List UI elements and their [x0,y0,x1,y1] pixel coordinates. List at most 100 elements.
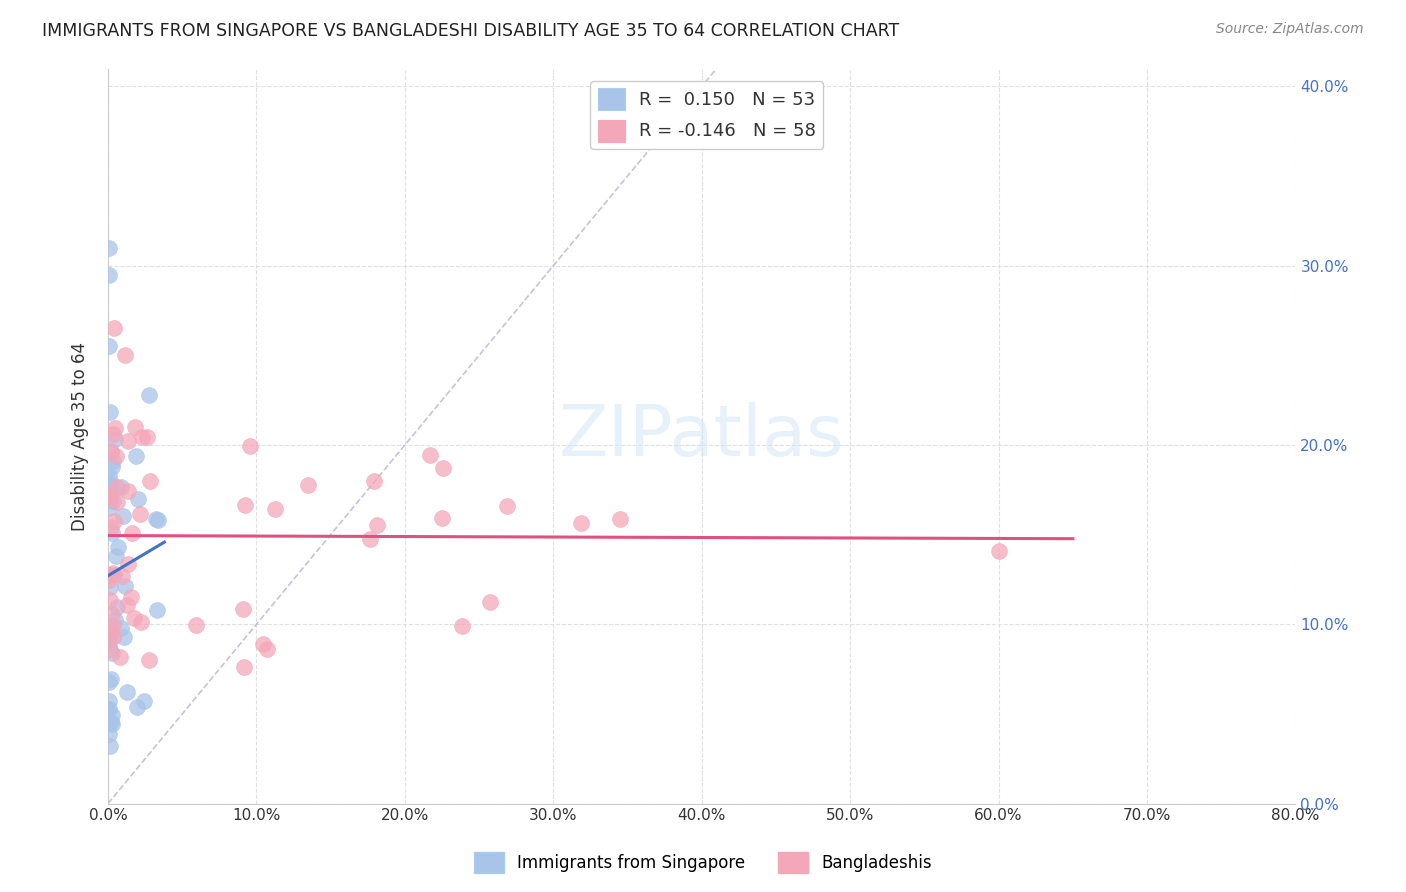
Point [98,492,121,507]
Point [97,573,120,587]
Point [127,492,149,507]
Point [98,241,121,255]
Point [184,618,207,632]
Point [105,495,128,509]
Point [98,643,121,657]
Point [100,443,122,458]
Point [263,502,285,516]
Point [104,433,127,447]
Point [609,511,631,525]
Point [117,558,139,572]
Point [97,726,120,740]
Point [98,592,121,607]
Point [125,449,148,463]
Point [111,508,134,523]
Point [117,434,139,449]
Point [112,630,135,644]
Point [97,632,120,646]
Point [103,566,125,580]
Point [97,487,120,501]
Point [146,603,169,617]
Point [104,421,127,435]
Point [101,427,124,442]
Point [101,708,124,723]
Point [97,632,120,646]
Point [105,449,128,463]
Point [98,268,121,282]
Point [97,675,120,690]
Point [103,321,125,335]
Point [98,702,121,716]
Point [479,595,502,609]
Point [97,501,120,516]
Point [98,478,121,492]
Point [987,544,1010,558]
Point [103,567,125,582]
Point [114,348,136,362]
Point [138,388,160,402]
Point [110,621,132,635]
Point [124,419,146,434]
Point [107,540,129,554]
Point [145,512,167,526]
Point [359,532,381,546]
Point [100,491,122,506]
Text: IMMIGRANTS FROM SINGAPORE VS BANGLADESHI DISABILITY AGE 35 TO 64 CORRELATION CHA: IMMIGRANTS FROM SINGAPORE VS BANGLADESHI… [42,22,900,40]
Point [117,484,139,499]
Point [432,461,454,475]
Point [419,448,441,462]
Point [97,468,120,483]
Point [101,646,124,660]
Point [138,653,160,667]
Point [114,578,136,592]
Point [98,567,121,582]
Point [496,500,519,514]
Point [128,507,150,521]
Point [366,517,388,532]
Point [104,613,127,627]
Point [101,494,124,508]
Point [100,476,122,491]
Point [108,649,131,664]
Point [127,699,149,714]
Point [98,580,121,594]
Point [136,430,159,444]
Point [105,480,128,494]
Point [132,694,155,708]
Point [98,739,121,754]
Y-axis label: Disability Age 35 to 64: Disability Age 35 to 64 [72,342,89,531]
Point [451,619,474,633]
Point [100,445,122,459]
Point [97,630,120,644]
Point [101,607,124,621]
Point [117,684,139,698]
Point [252,637,274,651]
Point [105,600,128,615]
Point [103,514,125,528]
Point [111,569,134,583]
Point [101,630,124,644]
Legend: R =  0.150   N = 53, R = -0.146   N = 58: R = 0.150 N = 53, R = -0.146 N = 58 [591,81,824,149]
Point [233,498,256,512]
Point [363,474,385,488]
Point [98,339,121,353]
Point [297,478,319,492]
Point [110,479,132,493]
Point [101,526,124,541]
Point [131,430,153,444]
Point [148,513,170,527]
Point [101,460,124,475]
Point [98,693,121,707]
Point [101,619,124,633]
Point [232,660,254,674]
Point [101,716,124,731]
Point [97,716,120,731]
Point [117,598,139,612]
Point [100,714,122,729]
Text: ZIPatlas: ZIPatlas [560,401,845,471]
Point [239,439,262,453]
Point [104,549,127,563]
Point [98,405,121,419]
Point [100,481,122,495]
Point [430,511,453,525]
